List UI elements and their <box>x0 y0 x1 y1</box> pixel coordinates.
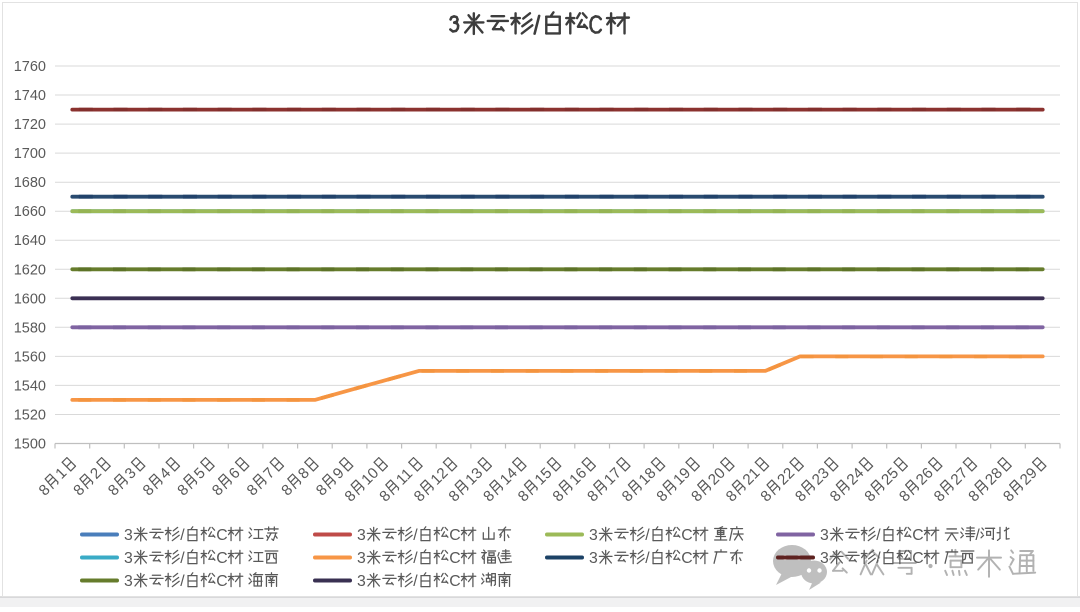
svg-text:1760: 1760 <box>14 59 46 75</box>
svg-text:1520: 1520 <box>14 408 46 424</box>
svg-text:3: 3 <box>589 527 598 544</box>
svg-text:/: / <box>876 527 881 544</box>
svg-text:1500: 1500 <box>14 437 46 453</box>
svg-text:3: 3 <box>820 550 829 567</box>
svg-text:1560: 1560 <box>14 349 46 365</box>
svg-text:1540: 1540 <box>14 378 46 394</box>
svg-text:/: / <box>180 527 185 544</box>
svg-text:C: C <box>912 550 923 567</box>
svg-text:3: 3 <box>124 527 133 544</box>
svg-text:/: / <box>413 550 418 567</box>
svg-text:/: / <box>413 573 418 590</box>
svg-text:3: 3 <box>357 550 366 567</box>
svg-text:3: 3 <box>589 550 598 567</box>
svg-text:C: C <box>216 573 227 590</box>
svg-text:C: C <box>449 573 460 590</box>
svg-text:/: / <box>876 550 881 567</box>
svg-text:1660: 1660 <box>14 204 46 220</box>
svg-text:/: / <box>645 550 650 567</box>
svg-text:3: 3 <box>357 573 366 590</box>
svg-text:1600: 1600 <box>14 291 46 307</box>
svg-text:/: / <box>975 527 980 544</box>
svg-text:1700: 1700 <box>14 146 46 162</box>
svg-text:1620: 1620 <box>14 262 46 278</box>
svg-text:1740: 1740 <box>14 88 46 104</box>
svg-text:3: 3 <box>820 527 829 544</box>
svg-text:C: C <box>681 527 692 544</box>
svg-text:C: C <box>681 550 692 567</box>
svg-text:C: C <box>216 527 227 544</box>
svg-text:1680: 1680 <box>14 175 46 191</box>
svg-text:3: 3 <box>357 527 366 544</box>
svg-text:C: C <box>912 527 923 544</box>
svg-text:3: 3 <box>124 573 133 590</box>
svg-text:1720: 1720 <box>14 117 46 133</box>
svg-text:/: / <box>180 550 185 567</box>
svg-text:/: / <box>180 573 185 590</box>
svg-text:C: C <box>449 550 460 567</box>
svg-text:1580: 1580 <box>14 320 46 336</box>
svg-text:C: C <box>449 527 460 544</box>
svg-text:/: / <box>413 527 418 544</box>
svg-text:C: C <box>216 550 227 567</box>
svg-text:3: 3 <box>124 550 133 567</box>
svg-text:1640: 1640 <box>14 233 46 249</box>
svg-text:/: / <box>645 527 650 544</box>
